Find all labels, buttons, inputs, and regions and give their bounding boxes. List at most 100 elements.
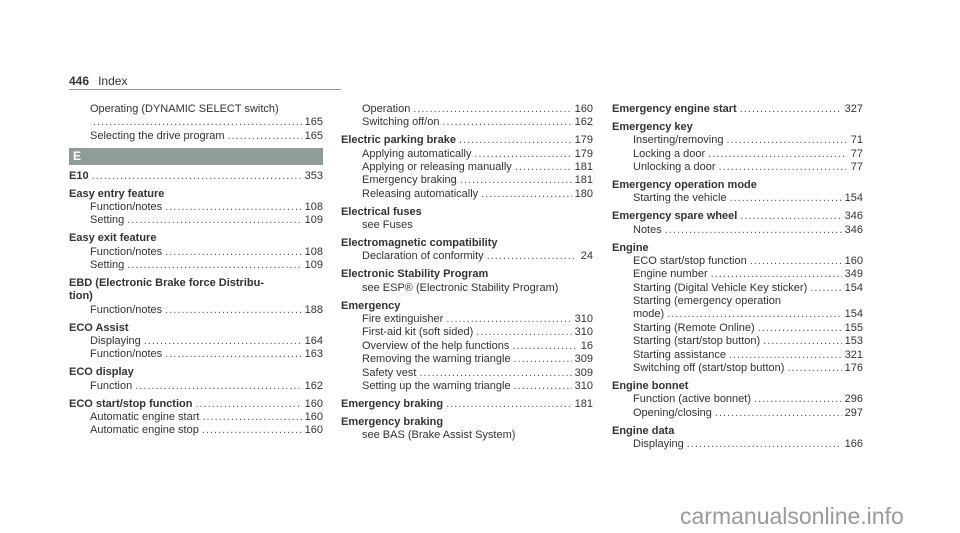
index-heading: Emergency key bbox=[612, 121, 863, 134]
dot-leader bbox=[719, 161, 846, 174]
index-subentry: Starting (Digital Vehicle Key sticker) 15… bbox=[612, 282, 863, 295]
index-heading: Engine bonnet bbox=[612, 380, 863, 393]
page-reference: 296 bbox=[844, 393, 863, 406]
index-subentry: Starting assistance 321 bbox=[612, 349, 863, 362]
dot-leader bbox=[419, 367, 571, 380]
entry-text: see Fuses bbox=[362, 219, 413, 232]
dot-leader bbox=[740, 103, 842, 116]
entry-text: Locking a door bbox=[633, 147, 706, 160]
page-reference: 309 bbox=[574, 353, 593, 366]
page-reference: 108 bbox=[304, 245, 323, 258]
dot-leader bbox=[446, 313, 571, 326]
index-entry-group: Electrical fuses see Fuses bbox=[341, 206, 593, 233]
entry-text: Unlocking a door bbox=[633, 161, 716, 174]
entry-text: Starting (start/stop button) bbox=[633, 335, 761, 348]
dot-leader bbox=[730, 192, 842, 205]
page-reference: 71 bbox=[850, 134, 863, 147]
index-entry-group: Emergency spare wheel 346 Notes 346 bbox=[612, 210, 863, 237]
entry-text: Function/notes bbox=[90, 245, 163, 258]
entry-text: Starting the vehicle bbox=[633, 192, 727, 205]
page-reference: 179 bbox=[574, 134, 593, 147]
entry-text: Starting (Remote Online) bbox=[633, 321, 755, 334]
index-entry-group: Operating (DYNAMIC SELECT switch)165Sele… bbox=[69, 103, 323, 143]
entry-text: Engine bbox=[612, 241, 649, 254]
index-entry-group: Emergency operation mode Starting the veh… bbox=[612, 179, 863, 206]
entry-text: Removing the warning triangle bbox=[362, 353, 511, 366]
page-reference: 166 bbox=[844, 437, 863, 450]
index-subentry: Fire extinguisher 310 bbox=[341, 313, 593, 326]
index-entry-group: Emergency braking see BAS (Brake Assist S… bbox=[341, 416, 593, 443]
entry-text: Switching off/on bbox=[362, 116, 440, 129]
page-reference: 327 bbox=[844, 103, 863, 115]
dot-leader bbox=[787, 362, 841, 375]
index-entry-group: ECO start/stop function160Automatic engi… bbox=[69, 398, 323, 438]
index-heading: ECO display bbox=[69, 366, 323, 379]
page-reference: 188 bbox=[304, 303, 323, 316]
dot-leader bbox=[127, 259, 301, 272]
dot-leader bbox=[487, 250, 576, 263]
entry-text: Electrical fuses bbox=[341, 205, 422, 218]
entry-text: tion) bbox=[69, 290, 93, 303]
dot-leader bbox=[476, 326, 571, 339]
page-reference: 16 bbox=[580, 339, 593, 352]
index-subentry: Function 162 bbox=[69, 380, 323, 393]
dot-leader bbox=[144, 335, 302, 348]
dot-leader bbox=[93, 116, 302, 129]
index-heading: Electronic Stability Program bbox=[341, 268, 593, 281]
page-reference: 349 bbox=[844, 268, 863, 281]
index-subentry: Switching off (start/stop button) 176 bbox=[612, 362, 863, 375]
page-reference: 160 bbox=[304, 424, 323, 437]
entry-text: Engine number bbox=[633, 268, 708, 281]
page-header: 446 Index bbox=[69, 74, 341, 90]
index-subentry: ECO start/stop function 160 bbox=[612, 255, 863, 268]
entry-text: Releasing automatically bbox=[362, 187, 479, 200]
entry-text: Function (active bonnet) bbox=[633, 393, 752, 406]
entry-text: Selecting the drive program bbox=[90, 129, 225, 142]
dot-leader bbox=[754, 393, 842, 406]
entry-text: see ESP® (Electronic Stability Program) bbox=[362, 281, 559, 294]
dot-leader bbox=[228, 130, 302, 143]
watermark: carmanualsonline.info bbox=[680, 503, 904, 529]
entry-text: Fire extinguisher bbox=[362, 312, 444, 325]
index-subentry: Applying automatically 179 bbox=[341, 148, 593, 161]
dot-leader bbox=[512, 340, 576, 353]
index-entry-group: Electric parking brake179Applying automa… bbox=[341, 134, 593, 201]
dot-leader bbox=[481, 188, 571, 201]
index-subentry: see BAS (Brake Assist System) bbox=[341, 429, 593, 442]
entry-text: Function/notes bbox=[90, 200, 163, 213]
index-heading: Emergency operation mode bbox=[612, 179, 863, 192]
dot-leader bbox=[687, 438, 842, 451]
dot-leader bbox=[442, 116, 571, 129]
dot-leader bbox=[810, 282, 841, 295]
page-reference: 181 bbox=[574, 174, 593, 187]
index-subentry: mode) 154 bbox=[612, 308, 863, 321]
index-entry-group: Emergency braking 181 bbox=[341, 398, 593, 411]
page-reference: 181 bbox=[574, 397, 593, 410]
page-reference: 109 bbox=[304, 259, 323, 272]
dot-leader bbox=[740, 210, 841, 223]
index-subentry: First-aid kit (soft sided) 310 bbox=[341, 326, 593, 339]
dot-leader bbox=[165, 348, 301, 361]
index-subentry: Inserting/removing 71 bbox=[612, 134, 863, 147]
entry-text: Overview of the help functions bbox=[362, 339, 510, 352]
index-subentry: Operation 160 bbox=[341, 103, 593, 116]
section-letter-bar: E bbox=[69, 147, 323, 165]
index-entry-group: Emergency keyInserting/removing71Locking… bbox=[612, 121, 863, 175]
dot-leader bbox=[127, 214, 301, 227]
index-subentry: 165 bbox=[69, 116, 323, 129]
page-reference: 160 bbox=[844, 254, 863, 267]
index-entry-group: Easy exit featureFunction/notes108Settin… bbox=[69, 232, 323, 272]
dot-leader bbox=[474, 148, 571, 161]
index-subentry: Function/notes 163 bbox=[69, 348, 323, 361]
page-reference: 353 bbox=[304, 169, 323, 182]
index-entry-group: Operation 160 Switching off/on 162 bbox=[341, 103, 593, 130]
entry-text: First-aid kit (soft sided) bbox=[362, 326, 474, 339]
page-reference: 176 bbox=[844, 362, 863, 375]
index-subentry: Declaration of conformity 24 bbox=[341, 250, 593, 263]
entry-text: Emergency operation mode bbox=[612, 178, 757, 191]
dot-leader bbox=[165, 246, 301, 259]
index-heading: ECO start/stop function 160 bbox=[69, 398, 323, 411]
entry-text: Switching off (start/stop button) bbox=[633, 362, 785, 375]
